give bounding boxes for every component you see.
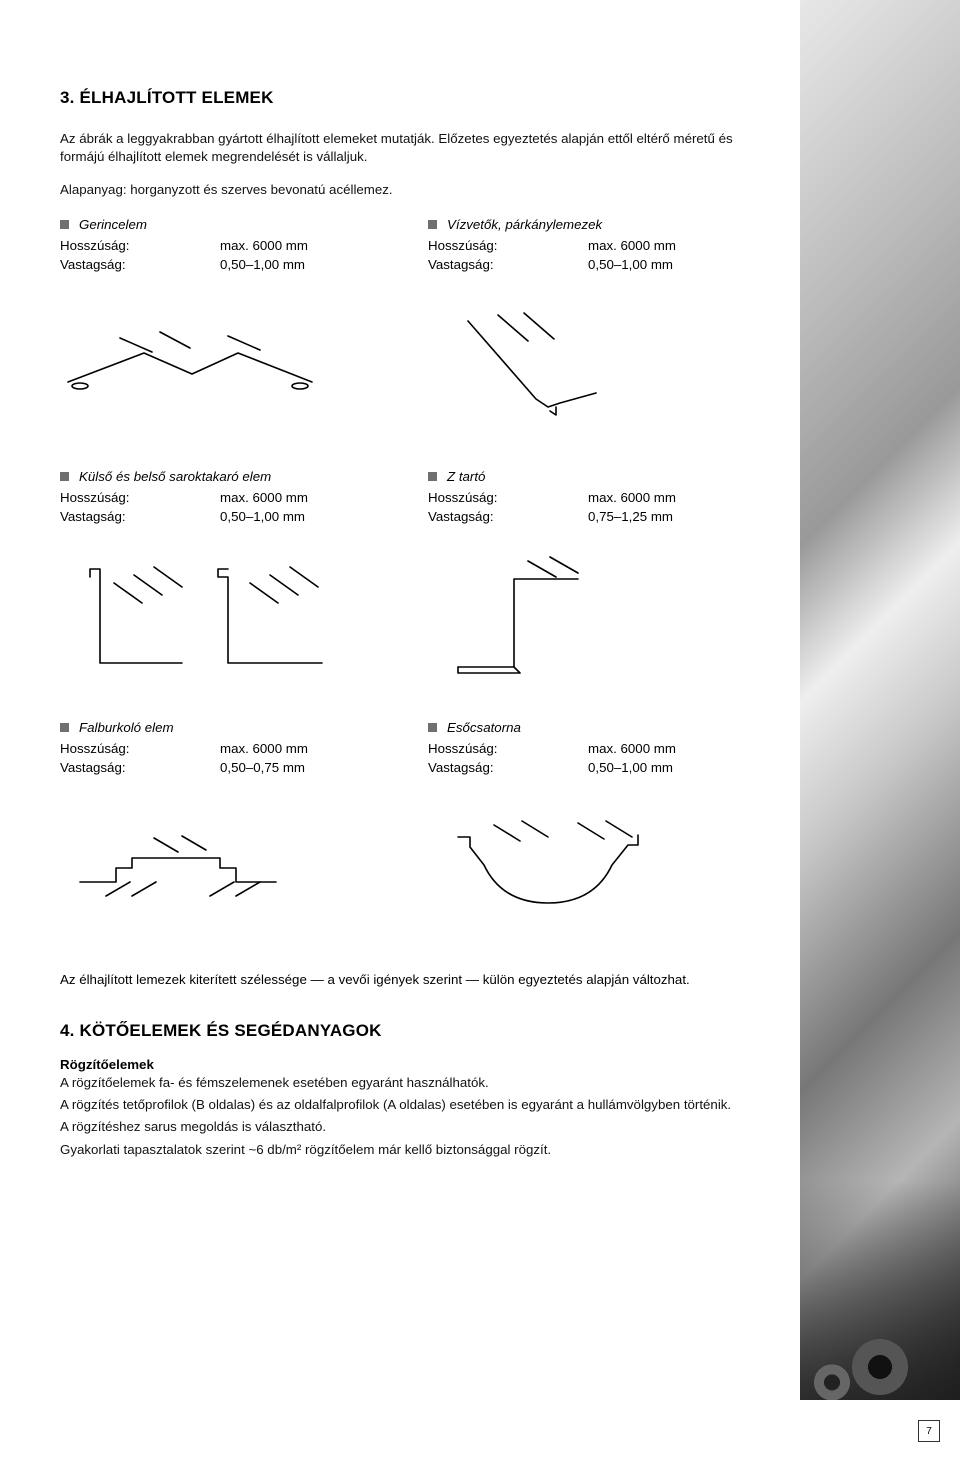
- diagram-gutter: [428, 806, 768, 926]
- thickness-value: 0,50–1,00 mm: [220, 507, 305, 526]
- section-4-title: 4. KÖTŐELEMEK ÉS SEGÉDANYAGOK: [60, 1021, 780, 1041]
- spec-row-1: Gerincelem Hosszúság:max. 6000 mm Vastag…: [60, 217, 780, 275]
- diagram-ridge: [60, 303, 400, 423]
- diagram-drip: [428, 303, 768, 423]
- length-label: Hosszúság:: [428, 236, 588, 255]
- content-column: 3. ÉLHAJLÍTOTT ELEMEK Az ábrák a leggyak…: [0, 0, 780, 1163]
- diagram-row-2: [60, 554, 780, 674]
- bullet-icon: [60, 220, 69, 229]
- section-3-intro-1: Az ábrák a leggyakrabban gyártott élhajl…: [60, 130, 780, 167]
- bullet-icon: [428, 472, 437, 481]
- diagram-wallpanel: [60, 806, 400, 926]
- thickness-value: 0,50–1,00 mm: [588, 255, 673, 274]
- length-value: max. 6000 mm: [220, 236, 308, 255]
- length-label: Hosszúság:: [60, 739, 220, 758]
- thickness-value: 0,50–0,75 mm: [220, 758, 305, 777]
- closing-note: Az élhajlított lemezek kiterített széles…: [60, 972, 780, 987]
- thickness-value: 0,75–1,25 mm: [588, 507, 673, 526]
- spec-row-3: Falburkoló elem Hosszúság:max. 6000 mm V…: [60, 720, 780, 778]
- diagram-corners: [60, 554, 400, 674]
- section-4-p3: A rögzítéshez sarus megoldás is választh…: [60, 1118, 780, 1136]
- length-value: max. 6000 mm: [588, 236, 676, 255]
- spec-title-text: Z tartó: [447, 469, 485, 484]
- bullet-icon: [428, 220, 437, 229]
- thickness-label: Vastagság:: [428, 758, 588, 777]
- length-label: Hosszúság:: [428, 739, 588, 758]
- bullet-icon: [60, 723, 69, 732]
- length-value: max. 6000 mm: [220, 488, 308, 507]
- length-label: Hosszúság:: [60, 488, 220, 507]
- spec-ztarto: Z tartó Hosszúság:max. 6000 mm Vastagság…: [428, 469, 768, 527]
- length-value: max. 6000 mm: [588, 488, 676, 507]
- page-number: 7: [918, 1420, 940, 1442]
- section-3-intro-2: Alapanyag: horganyzott és szerves bevona…: [60, 181, 780, 199]
- diagram-row-3: [60, 806, 780, 926]
- thickness-value: 0,50–1,00 mm: [220, 255, 305, 274]
- thickness-value: 0,50–1,00 mm: [588, 758, 673, 777]
- thickness-label: Vastagság:: [60, 507, 220, 526]
- spec-title-text: Gerincelem: [79, 217, 147, 232]
- page: 3. ÉLHAJLÍTOTT ELEMEK Az ábrák a leggyak…: [0, 0, 960, 1462]
- spec-falburkolo: Falburkoló elem Hosszúság:max. 6000 mm V…: [60, 720, 400, 778]
- spec-title-text: Külső és belső saroktakaró elem: [79, 469, 271, 484]
- spec-row-2: Külső és belső saroktakaró elem Hosszúsá…: [60, 469, 780, 527]
- length-label: Hosszúság:: [428, 488, 588, 507]
- section-4-p2: A rögzítés tetőprofilok (B oldalas) és a…: [60, 1096, 780, 1114]
- diagram-zbar: [428, 554, 768, 674]
- spec-title-text: Esőcsatorna: [447, 720, 521, 735]
- spec-saroktakaro: Külső és belső saroktakaró elem Hosszúsá…: [60, 469, 400, 527]
- spec-esocsatorna: Esőcsatorna Hosszúság:max. 6000 mm Vasta…: [428, 720, 768, 778]
- length-value: max. 6000 mm: [588, 739, 676, 758]
- bullet-icon: [428, 723, 437, 732]
- section-4-p4: Gyakorlati tapasztalatok szerint ~6 db/m…: [60, 1141, 780, 1159]
- thickness-label: Vastagság:: [428, 255, 588, 274]
- spec-title-text: Vízvetők, párkánylemezek: [447, 217, 602, 232]
- spec-vizvetok: Vízvetők, párkánylemezek Hosszúság:max. …: [428, 217, 768, 275]
- thickness-label: Vastagság:: [60, 255, 220, 274]
- side-photograph: [800, 0, 960, 1400]
- section-4-p1: A rögzítőelemek fa- és fémszelemenek ese…: [60, 1074, 780, 1092]
- section-4-subtitle: Rögzítőelemek: [60, 1057, 780, 1072]
- bullet-icon: [60, 472, 69, 481]
- section-3-title: 3. ÉLHAJLÍTOTT ELEMEK: [60, 88, 780, 108]
- spec-gerincelem: Gerincelem Hosszúság:max. 6000 mm Vastag…: [60, 217, 400, 275]
- thickness-label: Vastagság:: [428, 507, 588, 526]
- length-value: max. 6000 mm: [220, 739, 308, 758]
- length-label: Hosszúság:: [60, 236, 220, 255]
- thickness-label: Vastagság:: [60, 758, 220, 777]
- diagram-row-1: [60, 303, 780, 423]
- spec-title-text: Falburkoló elem: [79, 720, 174, 735]
